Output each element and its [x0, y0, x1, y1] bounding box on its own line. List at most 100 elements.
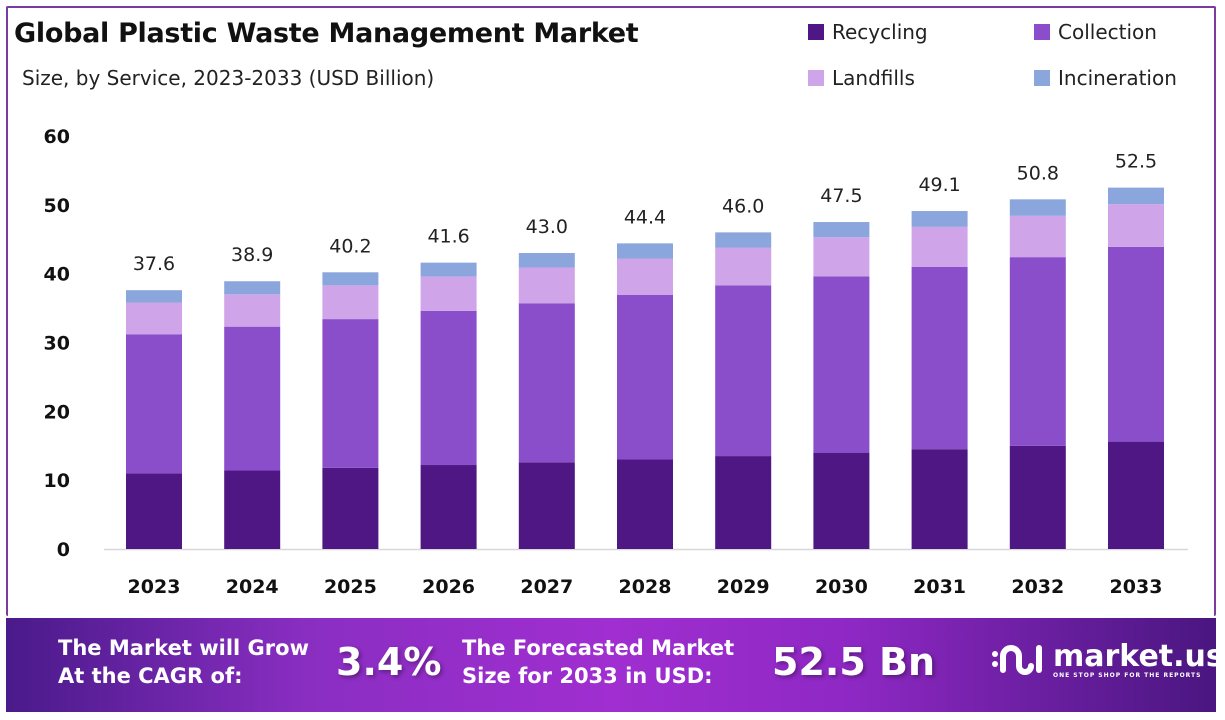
legend-label: Incineration [1058, 66, 1177, 90]
bar-segment-collection-2033 [1108, 246, 1164, 442]
bar-segment-landfills-2031 [911, 226, 968, 267]
x-tick-label: 2023 [128, 576, 181, 598]
bar-segment-landfills-2028 [617, 258, 673, 296]
bar-segment-landfills-2033 [1108, 204, 1164, 247]
bar-segment-recycling-2029 [715, 456, 772, 549]
total-value-label: 43.0 [526, 216, 568, 238]
bar-group-2033 [1108, 187, 1164, 549]
legend-item-recycling: Recycling [808, 20, 928, 44]
bar-segment-incineration-2026 [420, 262, 477, 277]
forecast-value: 52.5 Bn [772, 640, 936, 684]
chart-subtitle: Size, by Service, 2023-2033 (USD Billion… [22, 66, 435, 90]
x-tick-label: 2029 [717, 576, 770, 598]
legend-swatch-recycling [808, 24, 824, 40]
bar-segment-recycling-2026 [420, 465, 477, 549]
x-tick-label: 2027 [520, 576, 573, 598]
bar-segment-collection-2028 [617, 295, 673, 460]
bar-group-2032 [1009, 199, 1066, 549]
bar-group-2029 [715, 232, 772, 549]
y-tick-label: 50 [44, 195, 70, 217]
bar-segment-collection-2025 [322, 319, 379, 468]
bar-segment-recycling-2027 [518, 462, 575, 549]
bar-segment-incineration-2025 [322, 272, 379, 286]
forecast-caption-line1: The Forecasted Market [462, 636, 735, 660]
bar-segment-landfills-2029 [715, 247, 772, 286]
x-tick-label: 2026 [422, 576, 475, 598]
stacked-bar-chart: 010203040506037.6202338.9202440.2202541.… [44, 126, 1188, 598]
bar-group-2031 [911, 211, 968, 549]
bar-segment-recycling-2028 [617, 459, 673, 549]
x-tick-label: 2024 [226, 576, 279, 598]
x-tick-label: 2030 [815, 576, 868, 598]
bar-segment-incineration-2033 [1108, 187, 1164, 205]
y-tick-label: 40 [44, 264, 70, 286]
bar-segment-landfills-2025 [322, 285, 379, 320]
total-value-label: 38.9 [231, 244, 273, 266]
cagr-caption: The Market will Grow At the CAGR of: [58, 634, 309, 690]
bar-segment-incineration-2028 [617, 243, 673, 259]
bar-segment-incineration-2024 [224, 281, 281, 295]
legend-swatch-landfills [808, 70, 824, 86]
bar-segment-incineration-2029 [715, 232, 772, 248]
x-tick-label: 2033 [1110, 576, 1163, 598]
bar-segment-recycling-2032 [1009, 445, 1066, 549]
total-value-label: 37.6 [133, 253, 175, 275]
bar-segment-recycling-2033 [1108, 441, 1164, 549]
total-value-label: 41.6 [427, 226, 469, 248]
bar-segment-landfills-2026 [420, 276, 477, 311]
x-tick-label: 2025 [324, 576, 377, 598]
market-us-logo-icon [992, 645, 1042, 675]
logo-name: market.us [1053, 638, 1224, 674]
total-value-label: 46.0 [722, 195, 764, 217]
bar-segment-collection-2023 [126, 334, 182, 474]
x-tick-label: 2032 [1011, 576, 1064, 598]
bar-segment-incineration-2027 [518, 253, 575, 268]
bar-segment-recycling-2030 [813, 452, 870, 549]
bar-segment-recycling-2024 [224, 470, 281, 549]
bar-segment-collection-2030 [813, 276, 870, 453]
total-value-label: 47.5 [820, 185, 862, 207]
bar-segment-incineration-2030 [813, 222, 870, 238]
chart-title: Global Plastic Waste Management Market [14, 18, 639, 49]
forecast-caption-line2: Size for 2033 in USD: [462, 664, 713, 688]
x-tick-label: 2031 [913, 576, 966, 598]
summary-banner: The Market will Grow At the CAGR of: 3.4… [6, 618, 1224, 712]
bar-segment-landfills-2030 [813, 237, 870, 277]
y-tick-label: 20 [44, 401, 70, 423]
x-tick-label: 2028 [619, 576, 672, 598]
bar-segment-collection-2024 [224, 326, 281, 471]
bar-segment-incineration-2031 [911, 211, 968, 227]
legend-swatch-collection [1034, 24, 1050, 40]
legend-label: Recycling [832, 20, 928, 44]
bar-segment-landfills-2027 [518, 267, 575, 304]
cagr-value: 3.4% [336, 640, 442, 684]
bar-segment-collection-2027 [518, 303, 575, 463]
bar-segment-recycling-2031 [911, 449, 968, 549]
bar-segment-incineration-2032 [1009, 199, 1066, 216]
bar-segment-landfills-2024 [224, 294, 281, 327]
legend-label: Collection [1058, 20, 1157, 44]
y-tick-label: 10 [44, 470, 70, 492]
bar-group-2026 [420, 262, 477, 549]
bar-segment-recycling-2023 [126, 473, 182, 549]
legend-item-incineration: Incineration [1034, 66, 1177, 90]
bar-segment-collection-2032 [1009, 257, 1066, 446]
forecast-caption: The Forecasted Market Size for 2033 in U… [462, 634, 734, 690]
bar-segment-recycling-2025 [322, 467, 379, 549]
total-value-label: 52.5 [1115, 151, 1157, 173]
bar-group-2023 [126, 290, 182, 549]
y-tick-label: 0 [57, 539, 70, 561]
legend-swatch-incineration [1034, 70, 1050, 86]
bar-segment-collection-2031 [911, 266, 968, 450]
legend-item-landfills: Landfills [808, 66, 915, 90]
legend-item-collection: Collection [1034, 20, 1157, 44]
total-value-label: 50.8 [1017, 162, 1059, 184]
bar-segment-collection-2029 [715, 285, 772, 457]
bar-group-2028 [617, 243, 673, 549]
bar-segment-landfills-2032 [1009, 215, 1066, 258]
bar-segment-collection-2026 [420, 310, 477, 466]
total-value-label: 44.4 [624, 206, 666, 228]
bar-group-2024 [224, 281, 281, 549]
bar-group-2030 [813, 222, 870, 549]
logo-tagline: ONE STOP SHOP FOR THE REPORTS [1053, 671, 1202, 679]
